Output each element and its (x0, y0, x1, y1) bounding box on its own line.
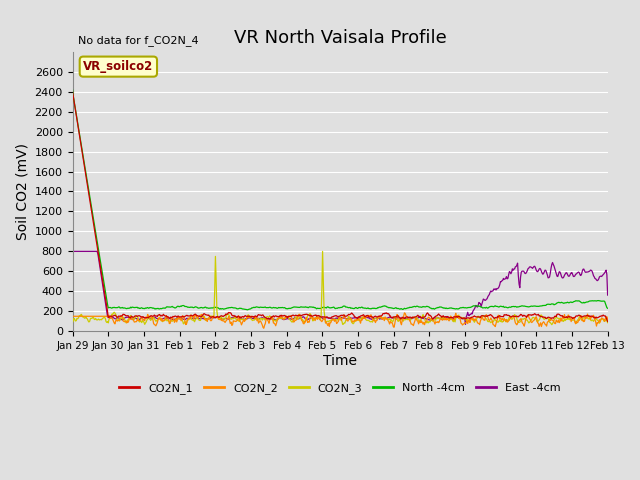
Text: No data for f_CO2N_4: No data for f_CO2N_4 (78, 35, 198, 46)
Title: VR North Vaisala Profile: VR North Vaisala Profile (234, 29, 447, 48)
Y-axis label: Soil CO2 (mV): Soil CO2 (mV) (15, 143, 29, 240)
X-axis label: Time: Time (323, 354, 357, 368)
Text: VR_soilco2: VR_soilco2 (83, 60, 154, 73)
Legend: CO2N_1, CO2N_2, CO2N_3, North -4cm, East -4cm: CO2N_1, CO2N_2, CO2N_3, North -4cm, East… (115, 379, 565, 398)
